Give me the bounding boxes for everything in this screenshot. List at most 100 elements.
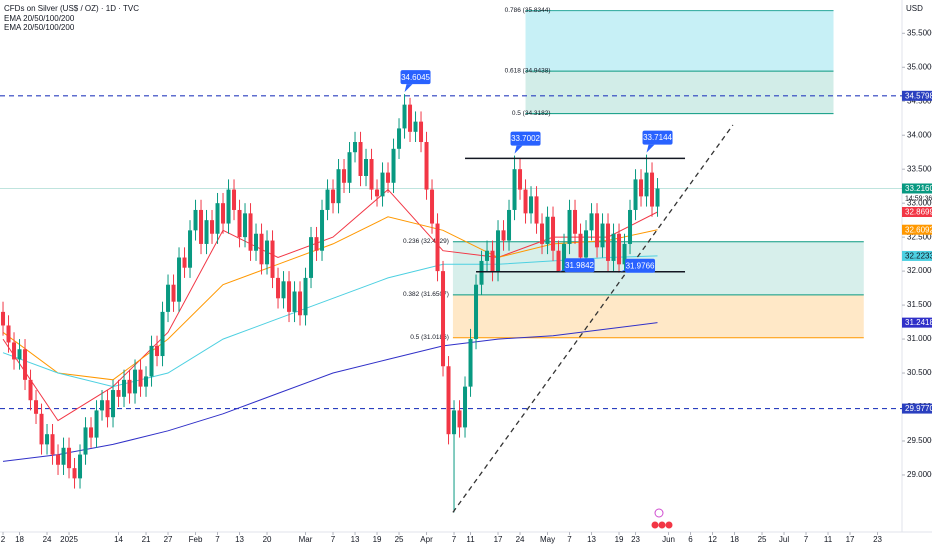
candle-body bbox=[441, 271, 446, 367]
fib-label: 0.382 (31.6507) bbox=[403, 291, 449, 298]
level-tag bbox=[902, 90, 932, 101]
x-tick-label: 17 bbox=[494, 535, 503, 544]
candle-body bbox=[518, 169, 523, 190]
level-label: 34.5798 bbox=[905, 91, 932, 100]
fib-label: 0.786 (35.8344) bbox=[505, 7, 551, 14]
indicator-label: EMA 20/50/100/200 bbox=[4, 23, 75, 32]
x-tick-label: 19 bbox=[373, 535, 382, 544]
fib-zone bbox=[452, 294, 864, 338]
candle-body bbox=[292, 291, 297, 312]
candle-body bbox=[534, 196, 539, 224]
candle-body bbox=[34, 400, 39, 414]
candle-body bbox=[1, 311, 6, 326]
candle-body bbox=[589, 213, 594, 231]
x-tick-label: 23 bbox=[873, 535, 882, 544]
candle-body bbox=[287, 281, 292, 312]
event-icon[interactable] bbox=[654, 508, 664, 518]
candle-body bbox=[485, 250, 490, 261]
pivot-callout bbox=[625, 258, 656, 273]
x-tick-label: Mar bbox=[299, 535, 313, 544]
fib-label: 0.5 (31.0186) bbox=[410, 334, 449, 341]
candle-body bbox=[606, 223, 611, 261]
candle-body bbox=[56, 454, 61, 465]
candle-body bbox=[419, 121, 424, 143]
y-tick-label: 31.5000 bbox=[907, 300, 932, 309]
candle-body bbox=[452, 410, 457, 435]
y-tick-label: 31.0000 bbox=[907, 334, 932, 343]
pivot-label: 31.9842 bbox=[565, 261, 594, 270]
y-tick-label: 29.5000 bbox=[907, 436, 932, 445]
candle-body bbox=[270, 240, 275, 278]
x-tick-label: 14 bbox=[114, 535, 123, 544]
x-tick-label: 7 bbox=[331, 535, 336, 544]
x-tick-label: May bbox=[540, 535, 555, 544]
candle-body bbox=[171, 284, 176, 302]
pivot-label: 33.7002 bbox=[511, 134, 540, 143]
candle-body bbox=[309, 237, 314, 278]
event-icon[interactable] bbox=[651, 521, 659, 529]
candle-body bbox=[177, 257, 182, 302]
candle-body bbox=[12, 342, 17, 360]
candle-body bbox=[364, 159, 369, 176]
candle-body bbox=[193, 209, 198, 231]
candle-body bbox=[199, 209, 204, 244]
y-tick-label: 33.5000 bbox=[907, 164, 932, 173]
y-tick-label: 32.5000 bbox=[907, 232, 932, 241]
x-tick-label: 20 bbox=[263, 535, 272, 544]
candle-body bbox=[248, 213, 253, 251]
candle-body bbox=[655, 188, 660, 207]
x-tick-label: 13 bbox=[235, 535, 244, 544]
fib-label: 0.236 (32.4329) bbox=[403, 238, 449, 245]
pivot-label: 33.7144 bbox=[643, 133, 672, 142]
candle-body bbox=[342, 169, 347, 183]
x-tick-label: Jul bbox=[779, 535, 789, 544]
candle-body bbox=[446, 366, 451, 435]
x-tick-label: 7 bbox=[452, 535, 457, 544]
x-tick-label: Jun bbox=[662, 535, 675, 544]
x-tick-label: 7 bbox=[804, 535, 809, 544]
event-icon[interactable] bbox=[665, 521, 673, 529]
candle-body bbox=[474, 284, 479, 340]
x-tick-label: 24 bbox=[516, 535, 525, 544]
y-tick-label: 35.5000 bbox=[907, 28, 932, 37]
candle-body bbox=[633, 179, 638, 210]
pivot-label: 31.9766 bbox=[626, 261, 655, 270]
candle-body bbox=[430, 189, 435, 224]
candle-body bbox=[529, 196, 534, 214]
candle-body bbox=[188, 230, 193, 268]
ema-tag bbox=[902, 317, 932, 328]
candle-body bbox=[105, 400, 110, 418]
candle-body bbox=[122, 379, 127, 397]
candle-body bbox=[479, 260, 484, 285]
candle-body bbox=[265, 240, 270, 265]
pivot-callout bbox=[510, 131, 541, 146]
candle-body bbox=[276, 277, 281, 299]
ema-tag bbox=[902, 224, 932, 235]
y-tick-label: 34.0000 bbox=[907, 130, 932, 139]
candle-body bbox=[89, 427, 94, 438]
x-tick-label: 11 bbox=[824, 535, 833, 544]
candle-body bbox=[243, 213, 248, 238]
candle-body bbox=[100, 400, 105, 411]
candle-body bbox=[336, 169, 341, 204]
candle-body bbox=[622, 243, 627, 265]
candle-body bbox=[23, 349, 28, 380]
fib-label: 0.618 (34.9438) bbox=[505, 67, 551, 74]
candle-body bbox=[562, 243, 567, 272]
candle-body bbox=[573, 209, 578, 234]
candle-body bbox=[215, 203, 220, 234]
x-tick-label: 25 bbox=[758, 535, 767, 544]
candle-body bbox=[386, 172, 391, 183]
countdown-label: 14:59:36 bbox=[905, 195, 932, 202]
candle-body bbox=[523, 189, 528, 214]
chart-title: CFDs on Silver (US$ / OZ) · 1D · TVC bbox=[4, 4, 139, 13]
ema-label: 32.6092 bbox=[905, 225, 932, 234]
y-tick-label: 34.5000 bbox=[907, 96, 932, 105]
candle-body bbox=[232, 189, 237, 210]
candle-body bbox=[507, 209, 512, 241]
callout-pointer bbox=[514, 145, 523, 154]
candle-body bbox=[397, 128, 402, 149]
x-tick-label: 13 bbox=[587, 535, 596, 544]
event-icon[interactable] bbox=[658, 521, 666, 529]
pivot-label: 34.6045 bbox=[401, 73, 430, 82]
